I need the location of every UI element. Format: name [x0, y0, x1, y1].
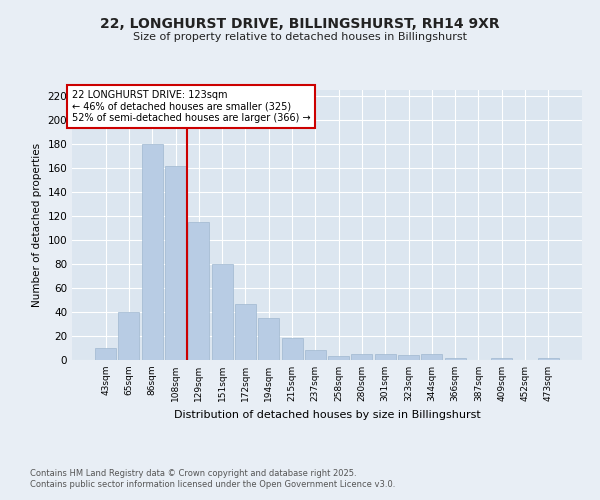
Text: 22, LONGHURST DRIVE, BILLINGSHURST, RH14 9XR: 22, LONGHURST DRIVE, BILLINGSHURST, RH14… — [100, 18, 500, 32]
Bar — [538, 358, 559, 360]
Bar — [375, 354, 396, 360]
Bar — [328, 356, 349, 360]
Text: 22 LONGHURST DRIVE: 123sqm
← 46% of detached houses are smaller (325)
52% of sem: 22 LONGHURST DRIVE: 123sqm ← 46% of deta… — [72, 90, 311, 123]
Text: Contains public sector information licensed under the Open Government Licence v3: Contains public sector information licen… — [30, 480, 395, 489]
Y-axis label: Number of detached properties: Number of detached properties — [32, 143, 42, 307]
Bar — [235, 304, 256, 360]
Bar — [398, 355, 419, 360]
X-axis label: Distribution of detached houses by size in Billingshurst: Distribution of detached houses by size … — [173, 410, 481, 420]
Bar — [95, 348, 116, 360]
Text: Size of property relative to detached houses in Billingshurst: Size of property relative to detached ho… — [133, 32, 467, 42]
Bar — [281, 338, 302, 360]
Bar — [352, 354, 373, 360]
Text: Contains HM Land Registry data © Crown copyright and database right 2025.: Contains HM Land Registry data © Crown c… — [30, 468, 356, 477]
Bar — [258, 318, 279, 360]
Bar — [421, 354, 442, 360]
Bar — [212, 264, 233, 360]
Bar — [118, 312, 139, 360]
Bar — [188, 222, 209, 360]
Bar — [445, 358, 466, 360]
Bar — [491, 358, 512, 360]
Bar — [305, 350, 326, 360]
Bar — [165, 166, 186, 360]
Bar — [142, 144, 163, 360]
